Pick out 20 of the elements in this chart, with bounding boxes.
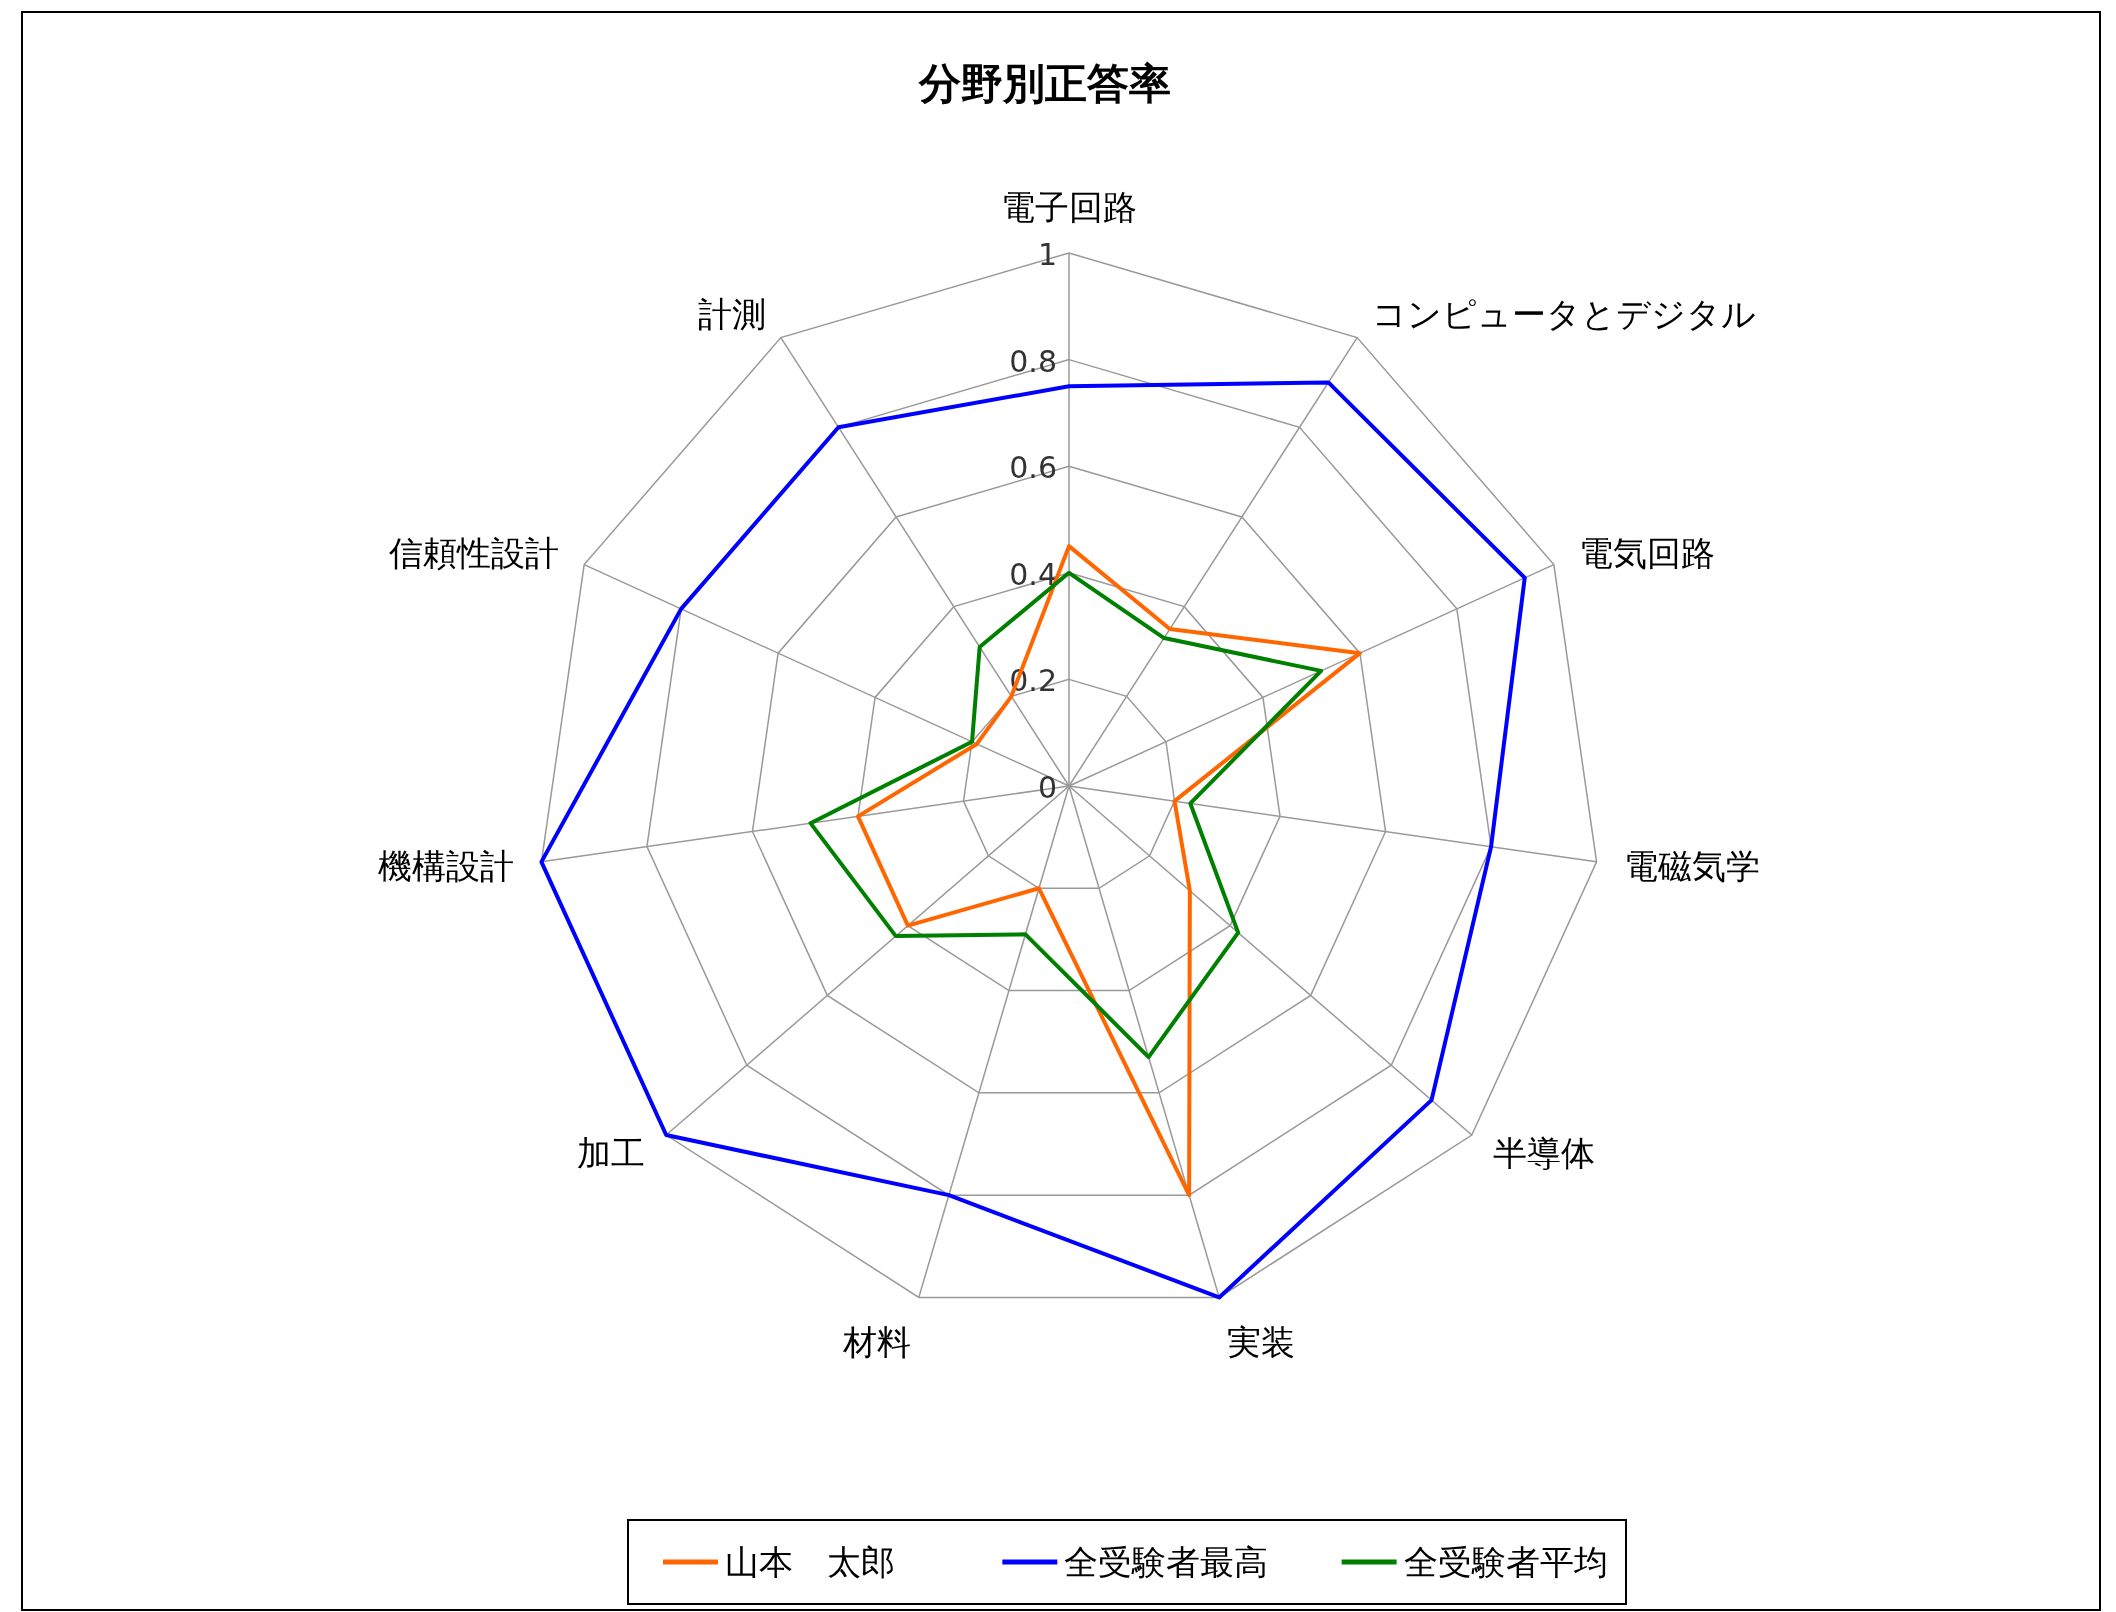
- legend-label: 山本 太郎: [725, 1542, 895, 1582]
- spoke-label: 半導体: [1492, 1133, 1595, 1174]
- y-tick-label: 0.6: [1009, 450, 1057, 486]
- spoke-label: 電子回路: [1001, 187, 1137, 227]
- spoke-label: 実装: [1227, 1322, 1296, 1363]
- spoke-label: 信頼性設計: [388, 532, 559, 573]
- y-tick-label: 0.4: [1009, 556, 1057, 592]
- spoke-label: 計測: [697, 294, 766, 335]
- legend-label: 全受験者最高: [1064, 1542, 1269, 1582]
- spoke-label: 機構設計: [377, 845, 514, 886]
- y-tick-label: 0: [1037, 770, 1057, 805]
- spoke-label: コンピュータとデジタル: [1372, 294, 1757, 335]
- y-tick-label: 1: [1037, 237, 1057, 272]
- spoke-label: 加工: [577, 1133, 646, 1174]
- spoke-label: 電磁気学: [1624, 845, 1761, 886]
- spoke-label: 電気回路: [1579, 532, 1716, 573]
- y-tick-label: 0.8: [1009, 343, 1057, 379]
- chart-title: 分野別正答率: [918, 59, 1171, 108]
- legend-label: 全受験者平均: [1403, 1542, 1608, 1582]
- spoke-label: 材料: [841, 1322, 911, 1363]
